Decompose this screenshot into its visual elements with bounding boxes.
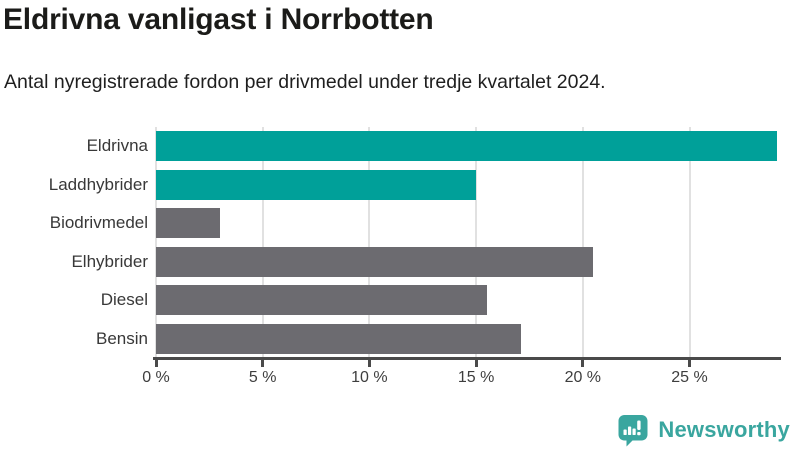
x-axis-tick-label: 20 % <box>564 369 602 386</box>
category-label: Eldrivna <box>86 136 148 156</box>
category-label: Bensin <box>96 328 148 348</box>
bar <box>156 323 521 354</box>
category-label: Diesel <box>100 290 148 310</box>
newsworthy-logo-icon <box>618 415 648 447</box>
x-axis-tick-label: 0 % <box>142 369 170 386</box>
gridline <box>475 127 478 358</box>
x-axis-tick <box>581 357 585 367</box>
category-label: Elhybrider <box>71 251 148 271</box>
gridline <box>688 127 691 358</box>
gridline <box>368 127 371 358</box>
x-axis-tick <box>154 357 158 367</box>
x-axis-tick <box>474 357 478 367</box>
bar <box>156 285 487 316</box>
category-label: Biodrivmedel <box>49 213 148 233</box>
x-axis-line <box>153 357 781 360</box>
gridline <box>581 127 584 358</box>
gridline <box>155 127 157 358</box>
brand-name: Newsworthy <box>658 417 790 442</box>
brand-footer: Newsworthy <box>616 413 790 447</box>
bar <box>156 208 221 239</box>
x-axis-tick <box>367 357 371 367</box>
bar <box>156 169 477 200</box>
bar <box>156 131 777 162</box>
chart-subtitle: Antal nyregistrerade fordon per drivmede… <box>4 71 606 93</box>
x-axis-tick <box>261 357 265 367</box>
chart-title: Eldrivna vanligast i Norrbotten <box>3 3 434 36</box>
x-axis-tick-label: 5 % <box>248 369 277 386</box>
x-axis-tick-label: 10 % <box>351 369 388 386</box>
gridline <box>261 127 264 358</box>
category-label: Laddhybrider <box>48 174 148 194</box>
bar <box>156 246 594 277</box>
x-axis-tick-label: 25 % <box>671 369 708 386</box>
x-axis-tick-label: 15 % <box>457 369 495 386</box>
x-axis-tick <box>688 357 691 367</box>
